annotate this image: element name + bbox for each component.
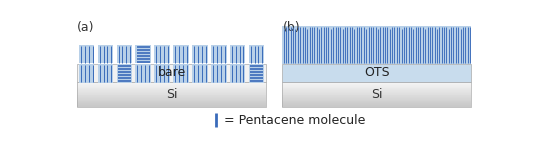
Bar [249, 64, 264, 83]
Bar [282, 93, 471, 94]
Bar [77, 82, 266, 107]
Bar [211, 45, 226, 63]
Bar [77, 86, 266, 87]
Bar [77, 95, 266, 96]
Bar [77, 83, 266, 84]
Bar [77, 92, 266, 93]
Text: Si: Si [371, 88, 383, 101]
Bar [282, 100, 471, 102]
Bar [77, 26, 266, 64]
Bar [282, 103, 471, 104]
Bar [77, 88, 266, 89]
Bar [155, 45, 170, 63]
Bar [77, 81, 266, 82]
Bar [282, 100, 471, 101]
Bar [77, 64, 266, 82]
Bar [282, 83, 471, 84]
Bar [117, 64, 132, 83]
Bar [173, 45, 189, 63]
Bar [79, 64, 95, 83]
Bar [77, 90, 266, 91]
Bar [282, 89, 471, 90]
Bar [282, 88, 471, 89]
Text: (b): (b) [282, 21, 300, 34]
Text: (a): (a) [77, 21, 95, 34]
Bar [77, 94, 266, 95]
Bar [77, 106, 266, 107]
Text: bare: bare [157, 66, 186, 79]
Bar [282, 95, 471, 96]
Bar [77, 98, 266, 99]
Bar [135, 64, 151, 83]
Bar [282, 91, 471, 92]
Bar [282, 96, 471, 97]
Bar [155, 64, 170, 83]
Bar [282, 64, 471, 82]
Bar [77, 93, 266, 94]
Bar [77, 100, 266, 101]
Bar [282, 99, 471, 100]
Bar [77, 94, 266, 95]
Bar [77, 100, 266, 102]
Bar [230, 64, 246, 83]
Bar [192, 45, 208, 63]
Bar [282, 87, 471, 88]
Bar [282, 87, 471, 89]
Bar [98, 64, 113, 83]
Bar [282, 92, 471, 93]
Bar [77, 82, 266, 83]
Bar [282, 97, 471, 98]
Bar [282, 104, 471, 105]
Bar [77, 87, 266, 88]
Bar [135, 45, 151, 63]
Bar [282, 81, 471, 82]
Bar [211, 64, 226, 83]
Bar [173, 64, 189, 83]
Bar [282, 101, 471, 102]
Bar [98, 45, 113, 63]
Bar [282, 102, 471, 103]
Bar [282, 86, 471, 87]
Bar [77, 101, 266, 102]
Bar [282, 26, 471, 64]
Bar [77, 91, 266, 92]
Bar [117, 45, 132, 63]
Bar [77, 84, 266, 85]
Bar [192, 64, 208, 83]
Bar [249, 45, 264, 63]
Text: OTS: OTS [364, 66, 389, 79]
Bar [282, 90, 471, 91]
Bar [282, 94, 471, 95]
Bar [77, 89, 266, 90]
Bar [77, 96, 266, 97]
Bar [77, 103, 266, 104]
Text: Si: Si [166, 88, 177, 101]
Bar [282, 81, 471, 82]
Bar [77, 81, 266, 82]
Bar [77, 104, 266, 105]
Bar [282, 94, 471, 95]
Bar [77, 99, 266, 100]
Bar [79, 45, 95, 63]
Bar [282, 106, 471, 107]
Bar [77, 102, 266, 103]
Bar [77, 105, 266, 106]
Text: = Pentacene molecule: = Pentacene molecule [225, 114, 366, 127]
Bar [282, 82, 471, 107]
Bar [77, 87, 266, 89]
Bar [282, 105, 471, 106]
Bar [282, 98, 471, 99]
Bar [282, 84, 471, 85]
Bar [77, 97, 266, 98]
Bar [282, 82, 471, 83]
Bar [230, 45, 246, 63]
Bar [77, 85, 266, 86]
Bar [282, 85, 471, 86]
